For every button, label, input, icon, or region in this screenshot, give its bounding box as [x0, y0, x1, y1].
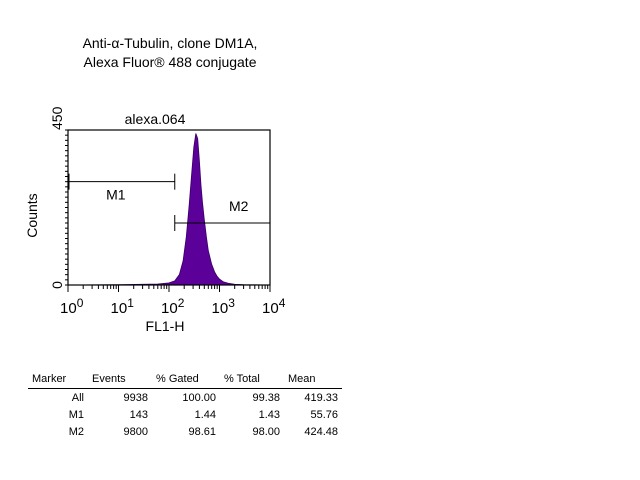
stats-header-gated: % Gated — [152, 372, 220, 389]
y-axis-label: Counts — [24, 193, 40, 237]
figure-title-line1: Anti-α-Tubulin, clone DM1A, — [82, 35, 258, 51]
stats-cell: All — [71, 392, 84, 404]
marker-label: M1 — [106, 187, 126, 203]
marker-label: M2 — [229, 198, 249, 214]
stats-cell: 1.44 — [194, 409, 216, 421]
stats-header-total: % Total — [220, 372, 284, 389]
stats-header-events: Events — [88, 372, 152, 389]
stats-cell: 98.61 — [188, 426, 216, 438]
histogram-area — [67, 133, 271, 286]
x-tick-label: 104 — [262, 296, 286, 317]
stats-cell: 424.48 — [304, 426, 338, 438]
table-row: M1 143 1.44 1.43 55.76 — [28, 406, 342, 423]
stats-header-mean: Mean — [284, 372, 342, 389]
stats-cell: 143 — [129, 409, 148, 421]
stats-header-row: Marker Events % Gated % Total Mean — [28, 372, 342, 389]
x-tick-label: 103 — [212, 296, 236, 317]
stats-cell: 1.43 — [258, 409, 280, 421]
table-row: M2 9800 98.61 98.00 424.48 — [28, 423, 342, 440]
x-axis-label: FL1-H — [146, 318, 185, 334]
stats-cell: M2 — [68, 426, 84, 438]
stats-cell: M1 — [68, 409, 84, 421]
stats-cell: 98.00 — [252, 426, 280, 438]
figure-title-line2: Alexa Fluor® 488 conjugate — [83, 54, 257, 70]
chart-title: alexa.064 — [125, 111, 186, 127]
x-tick-label: 101 — [111, 296, 135, 317]
table-row: All 9938 100.00 99.38 419.33 — [28, 389, 342, 407]
stats-cell: 9800 — [123, 426, 148, 438]
stats-cell: 100.00 — [182, 392, 216, 404]
stats-header-marker: Marker — [28, 372, 88, 389]
x-tick-label: 100 — [60, 296, 84, 317]
stats-table: Marker Events % Gated % Total Mean All 9… — [28, 372, 342, 440]
stats-cell: 99.38 — [252, 392, 280, 404]
stats-cell: 55.76 — [310, 409, 338, 421]
stats-cell: 9938 — [123, 392, 148, 404]
y-tick-label: 0 — [49, 281, 65, 289]
figure-title: Anti-α-Tubulin, clone DM1A, Alexa Fluor®… — [40, 34, 300, 72]
x-tick-label: 102 — [161, 296, 185, 317]
stats-cell: 419.33 — [304, 392, 338, 404]
y-tick-label: 450 — [49, 106, 65, 130]
